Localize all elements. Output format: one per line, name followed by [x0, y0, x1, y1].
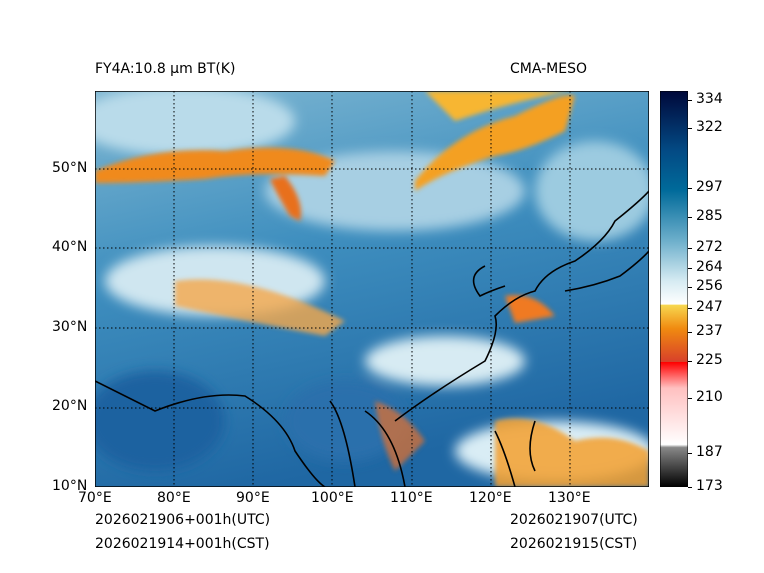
colorbar-tick-label: 173	[696, 478, 723, 494]
coastlines	[95, 190, 649, 487]
colorbar-tick-mark	[688, 100, 692, 101]
colorbar-tick-mark	[688, 398, 692, 399]
colorbar-tick-label: 272	[696, 239, 723, 255]
colorbar-tick-label: 264	[696, 259, 723, 275]
colorbar-tick-label: 247	[696, 299, 723, 315]
colorbar-tick-label: 297	[696, 179, 723, 195]
colorbar-tick-label: 225	[696, 352, 723, 368]
lon-label-80: 80°E	[157, 490, 191, 506]
colorbar-tick-mark	[688, 453, 692, 454]
graticule	[95, 91, 649, 487]
lon-label-90: 90°E	[236, 490, 270, 506]
colorbar-tick-mark	[688, 248, 692, 249]
satellite-brightness-temperature-map	[95, 91, 649, 487]
valid-time-cst: 2026021915(CST)	[510, 536, 638, 552]
colorbar-tick-mark	[688, 268, 692, 269]
lon-label-110: 110°E	[390, 490, 433, 506]
colorbar-tick-mark	[688, 188, 692, 189]
colorbar-tick-label: 334	[696, 91, 723, 107]
lat-label-30: 30°N	[52, 319, 88, 335]
lon-label-100: 100°E	[311, 490, 354, 506]
colorbar-tick-mark	[688, 308, 692, 309]
cold-cloud-tops	[95, 91, 649, 487]
init-time-cst: 2026021914+001h(CST)	[95, 536, 270, 552]
colorbar-tick-mark	[688, 332, 692, 333]
lat-label-40: 40°N	[52, 239, 88, 255]
lat-label-50: 50°N	[52, 160, 88, 176]
colorbar-tick-mark	[688, 128, 692, 129]
colorbar-tick-mark	[688, 487, 692, 488]
colorbar-tick-label: 285	[696, 208, 723, 224]
lon-label-70: 70°E	[78, 490, 112, 506]
colorbar	[660, 91, 688, 487]
valid-time-utc: 2026021907(UTC)	[510, 512, 638, 528]
colorbar-tick-label: 210	[696, 389, 723, 405]
colorbar-tick-label: 322	[696, 119, 723, 135]
colorbar-tick-label: 256	[696, 278, 723, 294]
colorbar-tick-mark	[688, 217, 692, 218]
init-time-utc: 2026021906+001h(UTC)	[95, 512, 271, 528]
lat-label-20: 20°N	[52, 398, 88, 414]
lon-label-120: 120°E	[469, 490, 512, 506]
lat-label-10: 10°N	[52, 478, 88, 494]
lon-label-130: 130°E	[548, 490, 591, 506]
colorbar-tick-mark	[688, 287, 692, 288]
colorbar-tick-mark	[688, 361, 692, 362]
colorbar-tick-label: 237	[696, 323, 723, 339]
colorbar-tick-label: 187	[696, 444, 723, 460]
map-title: FY4A:10.8 µm BT(K)	[95, 61, 236, 77]
model-name: CMA-MESO	[510, 61, 588, 77]
